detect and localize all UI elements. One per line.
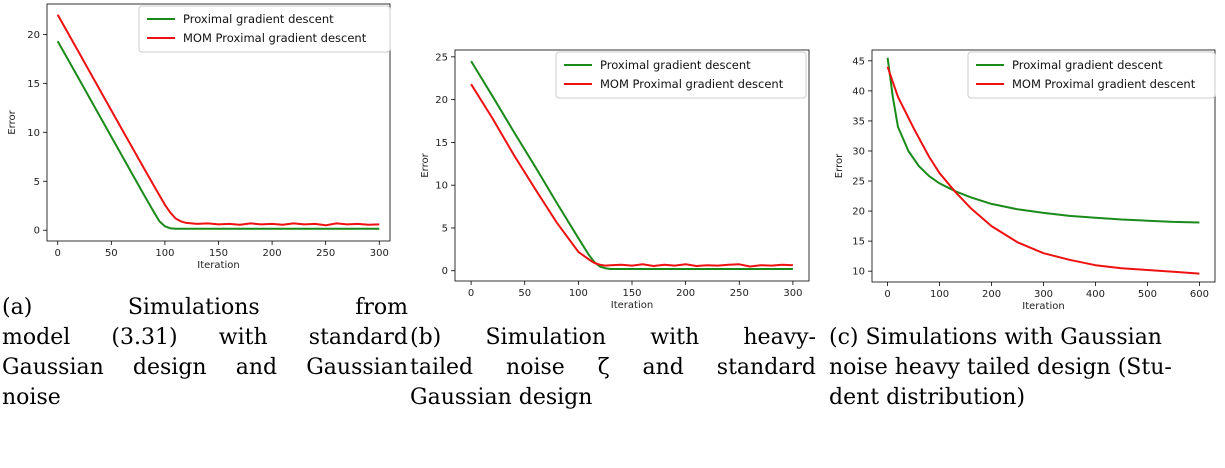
caption-a: (a) Simulations from model (3.31) with s… <box>2 293 408 413</box>
series-line-red <box>886 66 1200 275</box>
series-line-red <box>56 14 380 227</box>
caption-a-line-3: Gaussian design and Gaussian <box>2 355 408 380</box>
caption-a-line-1: (a) Simulations from <box>2 295 408 320</box>
y-tick-label: 5 <box>442 223 448 234</box>
series-line-red <box>470 83 793 268</box>
legend-box <box>967 51 1216 99</box>
caption-b-line-1: (b) Simulation with heavy- <box>410 325 816 350</box>
x-tick-label: 200 <box>676 288 695 299</box>
x-axis-label: Iteration <box>1022 301 1064 312</box>
legend-label: MOM Proximal gradient descent <box>183 31 367 45</box>
legend-label: Proximal gradient descent <box>600 58 751 72</box>
y-tick-label: 5 <box>34 177 40 188</box>
y-tick-label: 15 <box>852 237 865 248</box>
y-tick-label: 35 <box>852 116 865 127</box>
y-tick-label: 25 <box>435 52 448 63</box>
x-tick-label: 0 <box>55 248 61 259</box>
legend-label: MOM Proximal gradient descent <box>600 77 784 91</box>
x-tick-label: 0 <box>884 289 890 300</box>
caption-c-line-3: dent distribution) <box>829 385 1026 410</box>
x-tick-label: 150 <box>209 248 228 259</box>
y-tick-label: 10 <box>435 181 448 192</box>
x-tick-label: 300 <box>783 288 802 299</box>
x-tick-label: 0 <box>468 288 474 299</box>
y-tick-label: 15 <box>435 138 448 149</box>
x-tick-label: 100 <box>930 289 949 300</box>
y-tick-label: 25 <box>852 177 865 188</box>
series-line-green <box>56 40 380 230</box>
legend-label: MOM Proximal gradient descent <box>1012 77 1196 91</box>
caption-a-line-4: noise <box>2 385 61 410</box>
y-tick-label: 45 <box>852 56 865 67</box>
x-tick-label: 250 <box>316 248 335 259</box>
y-tick-label: 20 <box>27 30 40 41</box>
x-tick-label: 300 <box>1034 289 1053 300</box>
caption-b-line-3: Gaussian design <box>410 385 593 410</box>
chart-c: 0 100 200 300 400 500 600 10 15 20 25 30 35 40 45 Itera… <box>834 49 1216 312</box>
chart-a: 0 50 100 150 200 250 300 0 5 10 15 20 Iteration Error… <box>7 3 391 271</box>
caption-c-line-2: noise heavy tailed design (Stu- <box>829 355 1172 380</box>
y-axis-label: Error <box>834 153 845 178</box>
y-tick-label: 40 <box>852 86 865 97</box>
y-tick-label: 10 <box>27 128 40 139</box>
caption-b: (b) Simulation with heavy- tailed noise … <box>410 323 816 413</box>
y-tick-label: 0 <box>34 226 40 237</box>
legend-label: Proximal gradient descent <box>183 12 334 26</box>
x-tick-label: 250 <box>730 288 749 299</box>
y-axis-label: Error <box>7 109 18 134</box>
y-tick-label: 20 <box>435 95 448 106</box>
legend-box <box>138 5 391 53</box>
x-tick-label: 150 <box>622 288 641 299</box>
chart-b: 0 50 100 150 200 250 300 0 5 10 15 20 25 Iteration Err… <box>420 49 810 311</box>
x-tick-label: 500 <box>1138 289 1157 300</box>
caption-a-line-2: model (3.31) with standard <box>2 325 408 350</box>
series-line-green <box>886 57 1200 224</box>
y-tick-label: 15 <box>27 79 40 90</box>
y-tick-label: 30 <box>852 146 865 157</box>
x-tick-label: 600 <box>1190 289 1209 300</box>
legend-label: Proximal gradient descent <box>1012 58 1163 72</box>
x-tick-label: 400 <box>1086 289 1105 300</box>
x-tick-label: 200 <box>982 289 1001 300</box>
y-tick-label: 0 <box>442 266 448 277</box>
x-tick-label: 200 <box>263 248 282 259</box>
y-tick-label: 20 <box>852 207 865 218</box>
x-tick-label: 100 <box>155 248 174 259</box>
y-tick-label: 10 <box>852 267 865 278</box>
x-tick-label: 50 <box>518 288 531 299</box>
x-tick-label: 50 <box>105 248 118 259</box>
x-axis-label: Iteration <box>611 300 653 311</box>
caption-b-line-2: tailed noise ζ and standard <box>410 355 816 380</box>
y-axis-label: Error <box>420 152 431 177</box>
legend-box <box>555 51 807 99</box>
caption-c-line-1: (c) Simulations with Gaussian <box>829 325 1162 350</box>
x-tick-label: 300 <box>370 248 389 259</box>
x-axis-label: Iteration <box>197 260 239 271</box>
caption-c: (c) Simulations with Gaussian noise heav… <box>829 323 1225 413</box>
x-tick-label: 100 <box>569 288 588 299</box>
